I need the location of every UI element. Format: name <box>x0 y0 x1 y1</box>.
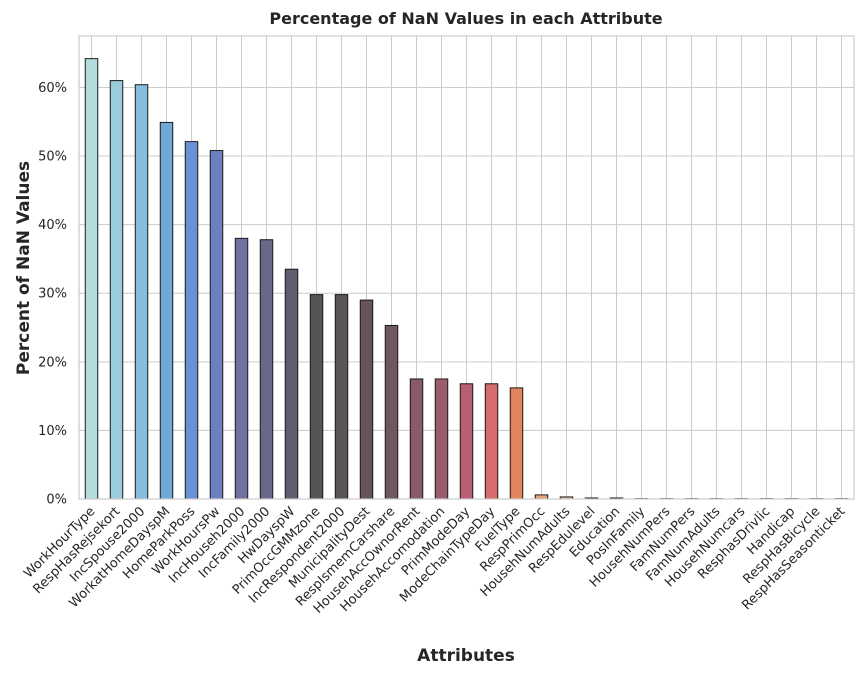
bar-HousehAccomodation <box>434 378 449 500</box>
bar-WorkHourType <box>84 58 99 500</box>
bar-HousehAccOwnorRent <box>409 378 424 500</box>
y-tick-label: 40% <box>38 218 67 233</box>
bars <box>84 58 849 500</box>
y-tick-label: 60% <box>38 81 67 96</box>
chart-title: Percentage of NaN Values in each Attribu… <box>269 9 662 28</box>
bar-MunicipalityDest <box>359 299 374 500</box>
bar-WorkHoursPw <box>209 150 224 500</box>
bar-PrimModeDay <box>459 383 474 500</box>
bar-RespHasRejsekort <box>109 80 124 500</box>
bar-ModeChainTypeDay <box>484 383 499 500</box>
bar-WorkatHomeDayspM <box>159 121 174 500</box>
bar-IncRespondent2000 <box>334 294 349 500</box>
y-tick-label: 50% <box>38 150 67 165</box>
bar-IncSpouse2000 <box>134 84 149 500</box>
bar-HomeParkPoss <box>184 141 199 500</box>
bar-FuelType <box>509 387 524 500</box>
y-tick-label: 10% <box>38 424 67 439</box>
bar-PrimOccGMMzone <box>309 294 324 500</box>
plot-frame <box>78 35 855 500</box>
bar-RespPrimOcc <box>534 494 549 500</box>
bar-HwDayspW <box>284 268 299 500</box>
y-tick-labels: 0% 10% 20% 30% 40% 50% 60% <box>38 81 67 508</box>
x-tick-labels: WorkHourTypeRespHasRejsekortIncSpouse200… <box>21 504 848 617</box>
y-tick-label: 20% <box>38 355 67 370</box>
bar-IncHouseh2000 <box>234 237 249 500</box>
bar-IncFamily2000 <box>259 239 274 500</box>
y-tick-label: 0% <box>46 493 67 508</box>
x-axis-label: Attributes <box>417 646 515 666</box>
y-tick-label: 30% <box>38 287 67 302</box>
bar-RespIsmemCarshare <box>384 324 399 500</box>
y-axis-label: Percent of NaN Values <box>14 161 34 375</box>
